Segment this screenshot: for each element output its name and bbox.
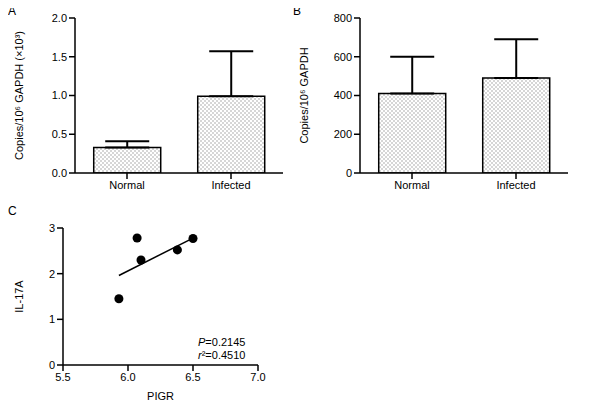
svg-text:6.0: 6.0 xyxy=(120,371,135,383)
svg-text:PIGR: PIGR xyxy=(147,390,174,402)
html-text:C: C xyxy=(8,204,17,218)
html-text:B: B xyxy=(293,4,301,18)
svg-text:3: 3 xyxy=(49,222,55,234)
svg-text:Normal: Normal xyxy=(394,179,429,191)
html-text:P =0.2145: P =0.2145 xyxy=(198,336,246,348)
svg-text:Infected: Infected xyxy=(496,179,535,191)
html-text:r ²=0.4510: r ²=0.4510 xyxy=(198,349,246,361)
html-text:A: A xyxy=(8,4,16,18)
svg-text:1.0: 1.0 xyxy=(52,89,67,101)
svg-text:0.5: 0.5 xyxy=(52,128,67,140)
svg-text:IL-17A: IL-17A xyxy=(13,280,25,313)
svg-text:800: 800 xyxy=(334,12,352,24)
svg-text:0.0: 0.0 xyxy=(52,167,67,179)
svg-text:Infected: Infected xyxy=(211,179,250,191)
svg-text:0: 0 xyxy=(346,167,352,179)
svg-text:7.0: 7.0 xyxy=(250,371,265,383)
svg-text:Normal: Normal xyxy=(109,179,144,191)
svg-text:600: 600 xyxy=(334,51,352,63)
svg-text:Copies/10⁶ GAPDH (×10³): Copies/10⁶ GAPDH (×10³) xyxy=(13,31,25,160)
svg-text:1.5: 1.5 xyxy=(52,51,67,63)
svg-text:1: 1 xyxy=(49,313,55,325)
svg-text:2.0: 2.0 xyxy=(52,12,67,24)
svg-text:Copies/10⁶ GAPDH: Copies/10⁶ GAPDH xyxy=(298,47,310,143)
svg-text:5.5: 5.5 xyxy=(55,371,70,383)
svg-text:200: 200 xyxy=(334,128,352,140)
svg-text:0: 0 xyxy=(49,359,55,371)
svg-text:2: 2 xyxy=(49,268,55,280)
svg-text:6.5: 6.5 xyxy=(185,371,200,383)
svg-text:400: 400 xyxy=(334,89,352,101)
